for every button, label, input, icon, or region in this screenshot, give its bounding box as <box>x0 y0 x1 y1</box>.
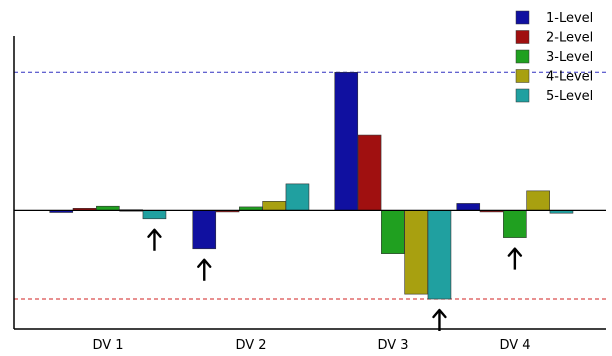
legend-item: 3-Level <box>515 49 593 65</box>
bar <box>503 210 527 238</box>
legend-item: 4-Level <box>515 69 593 85</box>
marker-arrows <box>147 228 523 332</box>
bar <box>404 210 428 295</box>
arrow-marker <box>197 258 212 281</box>
arrow-marker <box>507 247 523 270</box>
axes <box>13 36 606 330</box>
legend: 1-Level 2-Level 3-Level 4-Level 5-Level <box>515 10 593 104</box>
bar <box>526 190 550 211</box>
bar <box>96 205 120 211</box>
legend-swatch <box>515 10 530 25</box>
category-label: DV 3 <box>377 338 408 353</box>
bar <box>262 201 286 211</box>
legend-swatch <box>515 69 530 83</box>
arrow-marker <box>432 308 447 332</box>
legend-swatch <box>515 88 530 103</box>
bar <box>192 210 217 250</box>
legend-label: 1-Level <box>546 11 593 26</box>
bar <box>427 210 452 300</box>
bar <box>456 203 481 211</box>
bar <box>142 210 167 220</box>
reference-lines <box>14 71 606 300</box>
bar <box>357 134 382 211</box>
legend-label: 2-Level <box>546 31 593 46</box>
category-labels: DV 1 DV 2 DV 3 DV 4 <box>92 338 530 353</box>
legend-label: 5-Level <box>546 89 593 104</box>
bar <box>381 210 405 254</box>
category-label: DV 2 <box>235 338 266 353</box>
legend-swatch <box>515 30 530 44</box>
legend-swatch <box>515 49 530 64</box>
legend-label: 4-Level <box>546 70 593 85</box>
category-label: DV 4 <box>499 338 530 353</box>
arrow-marker <box>147 228 162 251</box>
legend-item: 2-Level <box>515 30 593 46</box>
bar <box>285 183 310 211</box>
legend-label: 3-Level <box>546 50 593 65</box>
bars <box>49 71 574 300</box>
legend-item: 1-Level <box>515 10 593 26</box>
legend-item: 5-Level <box>515 88 593 104</box>
category-label: DV 1 <box>92 338 123 353</box>
bar <box>334 71 359 211</box>
